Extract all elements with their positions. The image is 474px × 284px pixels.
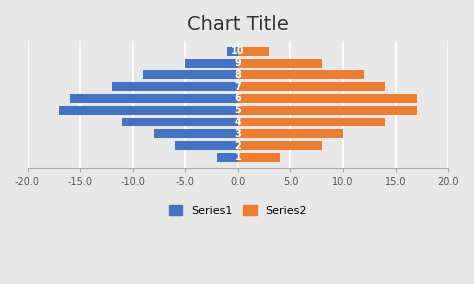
Bar xyxy=(143,70,238,79)
Bar xyxy=(238,153,280,162)
Bar xyxy=(154,130,238,138)
Text: 7: 7 xyxy=(235,82,241,92)
Bar xyxy=(228,47,238,56)
Text: 8: 8 xyxy=(235,70,241,80)
Title: Chart Title: Chart Title xyxy=(187,15,289,34)
Text: 9: 9 xyxy=(235,58,241,68)
Bar xyxy=(70,94,238,103)
Text: 10: 10 xyxy=(231,46,245,56)
Text: 4: 4 xyxy=(235,117,241,127)
Bar xyxy=(238,94,417,103)
Bar xyxy=(238,59,322,68)
Text: 1: 1 xyxy=(235,153,241,162)
Text: 3: 3 xyxy=(235,129,241,139)
Bar xyxy=(238,106,417,115)
Text: 5: 5 xyxy=(235,105,241,115)
Bar xyxy=(238,141,322,150)
Text: 2: 2 xyxy=(235,141,241,151)
Bar xyxy=(238,70,364,79)
Bar xyxy=(185,59,238,68)
Bar xyxy=(238,47,269,56)
Bar xyxy=(238,118,385,126)
Legend: Series1, Series2: Series1, Series2 xyxy=(164,201,311,220)
Bar xyxy=(122,118,238,126)
Bar xyxy=(112,82,238,91)
Bar xyxy=(238,82,385,91)
Bar xyxy=(59,106,238,115)
Bar xyxy=(238,130,343,138)
Bar xyxy=(175,141,238,150)
Text: 6: 6 xyxy=(235,93,241,103)
Bar xyxy=(217,153,238,162)
